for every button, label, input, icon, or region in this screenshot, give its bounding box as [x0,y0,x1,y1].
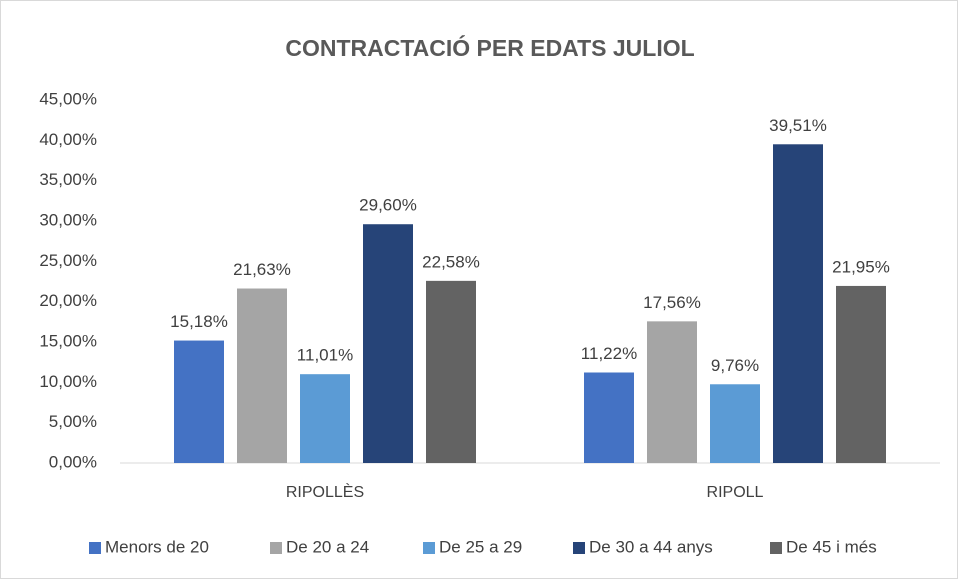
legend-swatch [270,542,282,554]
bar [584,372,634,463]
y-tick-label: 45,00% [39,89,97,108]
y-tick-label: 30,00% [39,210,97,229]
legend-swatch [770,542,782,554]
legend-label: De 30 a 44 anys [589,537,713,556]
value-label: 21,95% [832,257,890,276]
legend-label: De 45 i més [786,537,877,556]
legend-swatch [89,542,101,554]
bar [647,321,697,463]
y-tick-label: 20,00% [39,291,97,310]
y-tick-label: 0,00% [49,452,97,471]
y-tick-label: 40,00% [39,130,97,149]
bar [174,340,224,463]
y-tick-label: 5,00% [49,412,97,431]
y-tick-label: 15,00% [39,331,97,350]
legend-label: De 25 a 29 [439,537,522,556]
y-tick-label: 25,00% [39,251,97,270]
value-label: 39,51% [769,116,827,135]
value-label: 11,22% [581,344,637,363]
bar [237,288,287,463]
bar [836,285,886,463]
y-tick-label: 10,00% [39,372,97,391]
value-label: 29,60% [359,196,417,215]
value-label: 22,58% [422,252,480,271]
bar [426,280,476,463]
legend-label: De 20 a 24 [286,537,369,556]
x-tick-label: RIPOLLÈS [286,482,364,501]
chart-title: CONTRACTACIÓ PER EDATS JULIOL [285,34,694,61]
value-label: 17,56% [643,293,701,312]
value-label: 11,01% [297,346,353,365]
legend-swatch [423,542,435,554]
legend-swatch [573,542,585,554]
value-label: 15,18% [170,312,228,331]
bar [773,144,823,463]
x-tick-label: RIPOLL [707,484,764,501]
value-label: 21,63% [233,260,291,279]
bar [300,374,350,463]
value-label: 9,76% [711,356,759,375]
bar [363,224,413,463]
y-tick-label: 35,00% [39,170,97,189]
legend-label: Menors de 20 [105,537,209,556]
bar [710,384,760,463]
